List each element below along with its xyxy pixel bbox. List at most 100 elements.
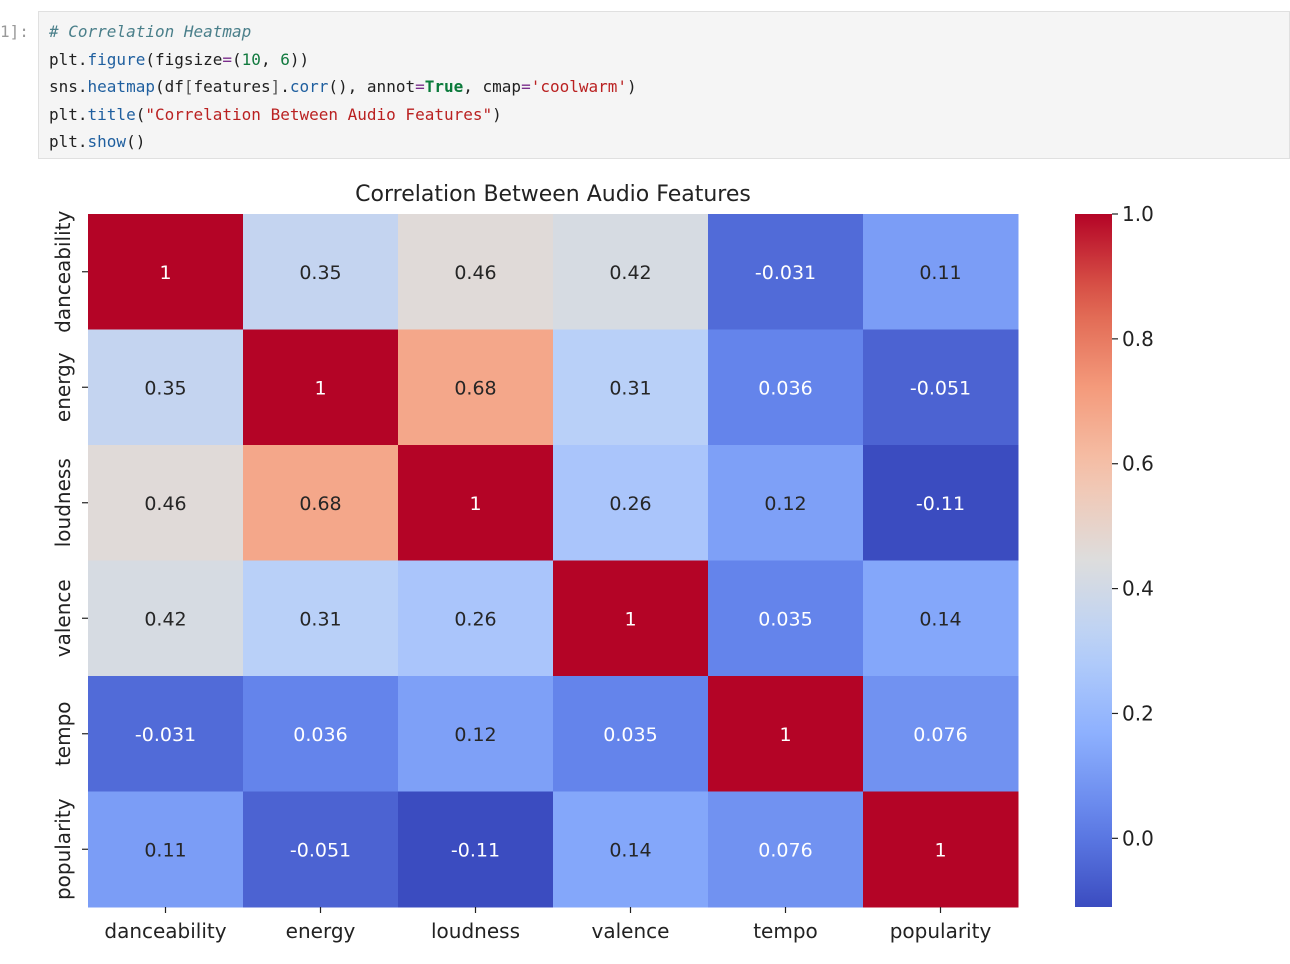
code-token: (figsize — [145, 49, 223, 69]
code-line: plt.title("Correlation Between Audio Fea… — [49, 105, 502, 125]
y-tick-label: energy — [51, 352, 75, 422]
code-token: corr — [289, 77, 329, 96]
cell-annotation: 0.12 — [454, 724, 496, 746]
heatmap-cell — [553, 214, 709, 330]
cell-annotation: -0.11 — [451, 839, 500, 861]
cell-annotation: 0.035 — [603, 724, 657, 746]
y-tick-label: valence — [51, 579, 75, 657]
cell-annotation: 0.11 — [144, 839, 186, 861]
cell-annotation: 0.26 — [454, 608, 496, 630]
heatmap-cell — [708, 445, 864, 561]
code-token: ( — [135, 104, 146, 124]
code-token: plt. — [49, 132, 88, 151]
heatmap-cell — [243, 214, 399, 330]
code-token: plt. — [49, 104, 88, 124]
y-tick-label: tempo — [51, 701, 75, 766]
code-cell[interactable]: # Correlation Heatmap plt.figure(figsize=… — [38, 11, 1290, 159]
cell-annotation: 1 — [934, 839, 946, 861]
heatmap-cell — [863, 676, 1019, 792]
colorbar-tick-label: 1.0 — [1122, 202, 1154, 226]
x-tick-label: energy — [286, 919, 356, 943]
code-token: show — [87, 132, 127, 151]
code-token: ] — [270, 77, 281, 96]
code-token: heatmap — [87, 77, 155, 96]
heatmap-cell — [708, 791, 864, 908]
heatmap-cell — [243, 560, 399, 677]
code-line: plt.figure(figsize=(10, 6)) — [49, 50, 309, 70]
heatmap-cell — [553, 676, 709, 792]
cell-annotation: -0.031 — [135, 724, 196, 746]
cell-annotation: 0.68 — [454, 377, 496, 399]
cell-annotation: 0.35 — [144, 377, 186, 399]
cell-annotation: 1 — [469, 493, 481, 515]
code-line: plt.show() — [49, 132, 145, 152]
heatmap-cell — [398, 560, 554, 677]
cell-annotation: 1 — [314, 377, 326, 399]
code-token: 'coolwarm' — [530, 77, 628, 96]
colorbar-tick-label: 0.4 — [1122, 577, 1154, 601]
heatmap-cell — [398, 676, 554, 792]
cell-annotation: 0.036 — [758, 377, 812, 399]
cell-annotation: 0.31 — [299, 608, 341, 630]
colorbar-tick-label: 0.6 — [1122, 452, 1154, 476]
code-token: )) — [289, 49, 310, 69]
cell-annotation: 0.31 — [609, 377, 651, 399]
code-token: = — [222, 49, 233, 69]
code-token: ) — [627, 77, 637, 96]
code-token: plt. — [49, 49, 88, 69]
code-token: , — [260, 49, 281, 69]
code-token: [ — [183, 77, 194, 96]
cell-prompt: 1]: — [0, 22, 29, 41]
code-token: (df — [154, 77, 184, 96]
code-token: figure — [87, 49, 146, 69]
colorbar-tick-label: 0.8 — [1122, 327, 1154, 351]
heatmap-cell — [398, 329, 554, 446]
heatmap-cell — [708, 676, 864, 792]
heatmap-cell — [863, 214, 1019, 330]
cell-annotation: 0.036 — [293, 724, 347, 746]
chart-title: Correlation Between Audio Features — [355, 182, 751, 207]
heatmap-cell — [708, 214, 864, 330]
cell-annotation: 0.46 — [454, 262, 496, 284]
heatmap-cell — [398, 445, 554, 561]
code-token: = — [415, 77, 425, 96]
cell-annotation: 0.26 — [609, 493, 651, 515]
heatmap-cell — [553, 560, 709, 677]
heatmap-cell — [553, 791, 709, 908]
heatmap-cell — [863, 791, 1019, 908]
cell-annotation: 0.076 — [758, 839, 812, 861]
x-tick-label: loudness — [431, 919, 520, 943]
heatmap-cell — [88, 214, 244, 330]
cell-annotation: 0.42 — [144, 608, 186, 630]
cell-annotation: 0.14 — [609, 839, 651, 861]
colorbar — [1075, 214, 1112, 907]
heatmap-cell — [243, 329, 399, 446]
y-tick-label: popularity — [51, 798, 75, 900]
cell-annotation: 1 — [159, 262, 171, 284]
heatmap-cell — [708, 329, 864, 446]
heatmap-cell — [243, 791, 399, 908]
heatmap-cell — [243, 445, 399, 561]
cell-annotation: 1 — [779, 724, 791, 746]
cell-annotation: 0.42 — [609, 262, 651, 284]
code-token: features — [193, 77, 271, 96]
code-token: , cmap — [463, 77, 522, 96]
heatmap-cell — [88, 329, 244, 446]
code-token: () — [126, 132, 146, 151]
x-tick-label: popularity — [890, 919, 992, 943]
cell-annotation: -0.11 — [916, 493, 965, 515]
code-token: title — [87, 104, 136, 124]
code-token: = — [521, 77, 531, 96]
x-tick-label: tempo — [753, 919, 818, 943]
code-line: sns.heatmap(df[features].corr(), annot=T… — [49, 77, 637, 97]
code-token: True — [424, 77, 464, 96]
cell-annotation: 0.035 — [758, 608, 812, 630]
x-tick-label: danceability — [104, 919, 226, 943]
heatmap-cell — [88, 445, 244, 561]
heatmap-cell — [398, 791, 554, 908]
cell-annotation: -0.051 — [910, 377, 971, 399]
code-token: ) — [492, 104, 502, 124]
cell-annotation: 0.46 — [144, 493, 186, 515]
heatmap-cell — [863, 329, 1019, 446]
